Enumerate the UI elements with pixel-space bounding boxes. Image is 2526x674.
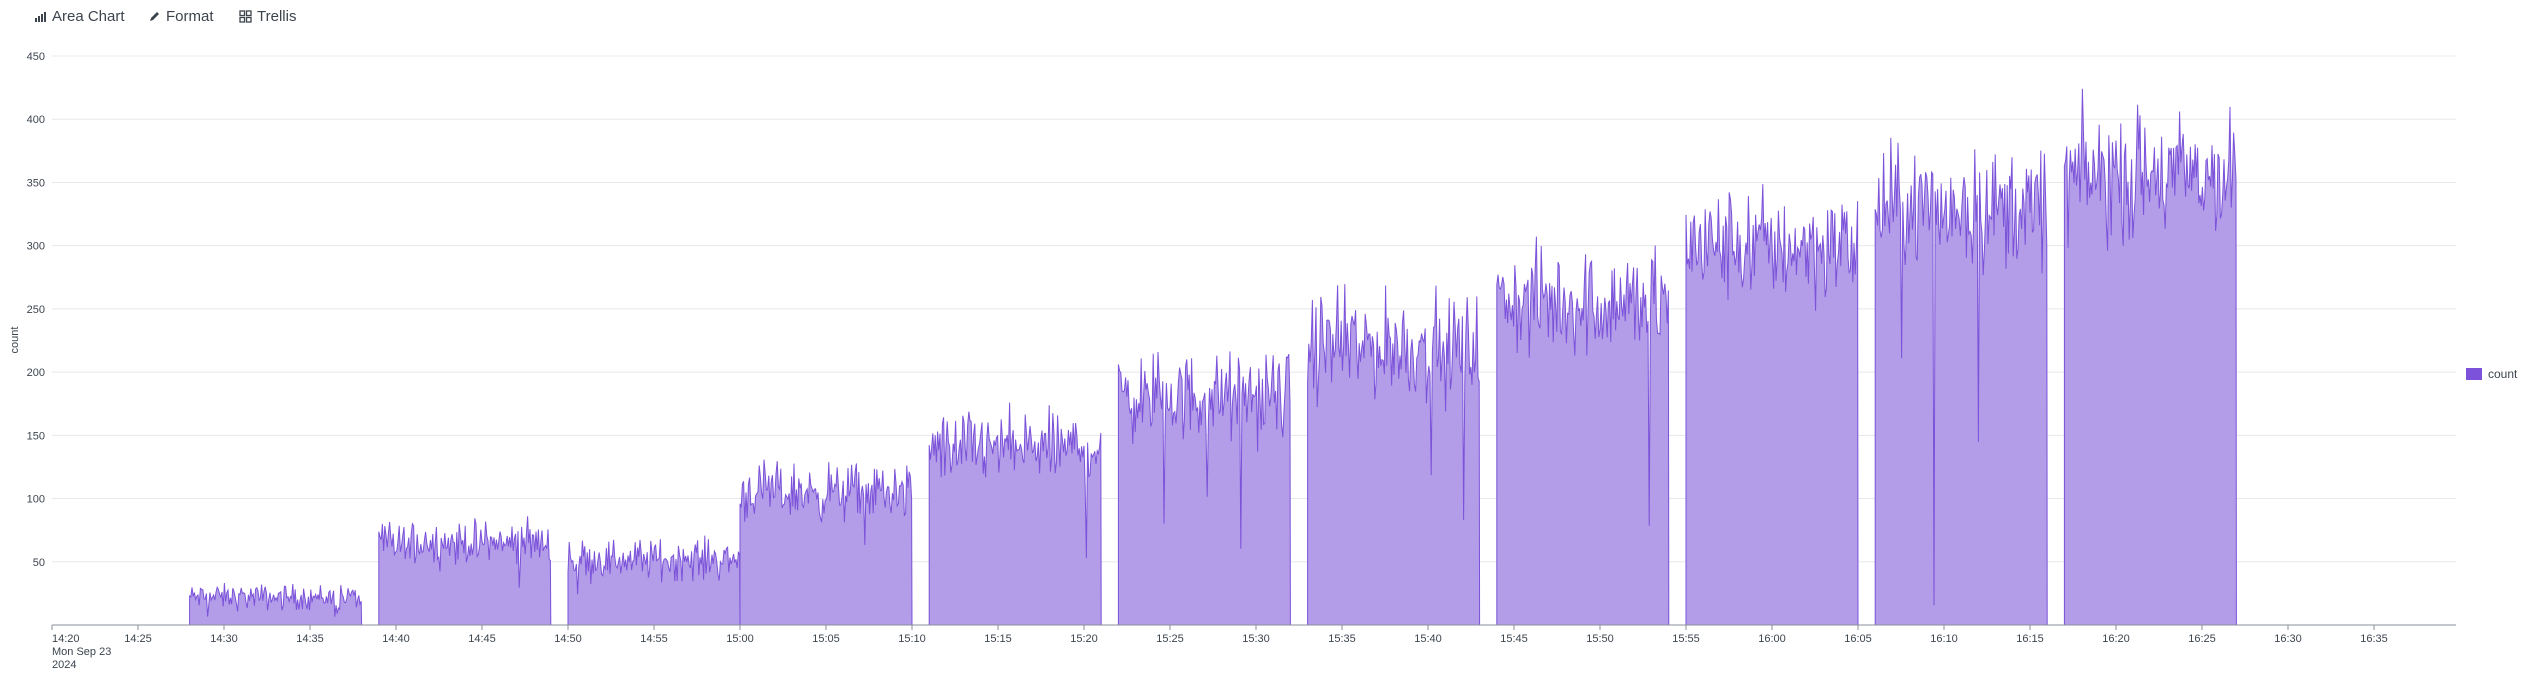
x-tick-label: 14:20 [52, 633, 80, 645]
area-segment-line [1117, 351, 1291, 626]
area-chart-label: Area Chart [52, 7, 125, 25]
x-tick-label: 15:35 [1328, 633, 1356, 645]
x-tick-label: 15:10 [898, 633, 926, 645]
y-tick-label: 250 [27, 304, 45, 316]
y-tick-label: 400 [27, 114, 45, 126]
area-segment [1875, 137, 2048, 625]
area-segment-line [189, 582, 363, 626]
x-tick-label: 15:30 [1242, 633, 1270, 645]
x-tick-label: 15:40 [1414, 633, 1442, 645]
x-tick-label: 15:00 [726, 633, 754, 645]
area-chart-icon [35, 11, 46, 22]
trellis-button[interactable]: Trellis [239, 6, 296, 26]
x-tick-label: 14:45 [468, 633, 496, 645]
area-segment [1307, 284, 1480, 625]
x-tick-label: 14:55 [640, 633, 668, 645]
x-tick-label: 14:40 [382, 633, 410, 645]
chart-toolbar: Area Chart Format Trellis [0, 0, 600, 30]
x-tick-label: 15:20 [1070, 633, 1098, 645]
x-tick-label: 16:05 [1844, 633, 1872, 645]
legend[interactable]: count [2466, 367, 2517, 381]
y-tick-label: 350 [27, 177, 45, 189]
x-date-label: 2024 [52, 659, 76, 671]
x-tick-label: 14:25 [124, 633, 152, 645]
x-tick-label: 14:35 [296, 633, 324, 645]
area-chart-button[interactable]: Area Chart [34, 6, 125, 26]
y-tick-label: 150 [27, 430, 45, 442]
area-segment [2064, 88, 2237, 626]
pencil-icon [150, 11, 159, 21]
area-segment-line [567, 535, 741, 626]
x-tick-label: 16:20 [2102, 633, 2130, 645]
x-tick-label: 16:30 [2274, 633, 2302, 645]
series-count-area [189, 88, 2237, 626]
area-segment [189, 583, 362, 625]
grid-icon [239, 9, 252, 23]
x-tick-label: 16:35 [2360, 633, 2388, 645]
y-tick-label: 100 [27, 494, 45, 506]
y-tick-label: 200 [27, 367, 45, 379]
area-segment-line [378, 516, 552, 626]
area-segment [1496, 236, 1669, 625]
area-segment-line [1874, 137, 2048, 626]
y-tick-label: 300 [27, 241, 45, 253]
x-tick-label: 16:25 [2188, 633, 2216, 645]
legend-label-count: count [2488, 367, 2518, 381]
area-segment-line [928, 402, 1102, 626]
x-tick-label: 14:30 [210, 633, 238, 645]
area-segment-line [2063, 88, 2237, 626]
x-tick-label: 14:50 [554, 633, 582, 645]
x-tick-label: 16:15 [2016, 633, 2044, 645]
x-tick-label: 15:50 [1586, 633, 1614, 645]
area-segment-line [1685, 184, 1859, 626]
x-tick-label: 15:55 [1672, 633, 1700, 645]
x-tick-label: 16:10 [1930, 633, 1958, 645]
x-tick-label: 15:15 [984, 633, 1012, 645]
area-segment-line [1496, 236, 1670, 626]
axes: 50 100 150 200 250 300 350 400 450 14:20 14:25 14:3… [27, 51, 2456, 671]
area-segment [568, 535, 740, 625]
area-segment-line [739, 459, 913, 626]
format-label: Format [166, 7, 214, 25]
y-tick-label: 450 [27, 51, 45, 63]
x-tick-label: 16:00 [1758, 633, 1786, 645]
trellis-label: Trellis [257, 7, 297, 25]
x-tick-label: 15:05 [812, 633, 840, 645]
y-tick-label: 50 [33, 557, 45, 569]
y-axis-title: count [9, 327, 21, 354]
x-tick-label: 15:25 [1156, 633, 1184, 645]
format-button[interactable]: Format [148, 6, 214, 26]
x-date-label: Mon Sep 23 [52, 646, 111, 658]
legend-swatch-count [2466, 368, 2482, 380]
x-tick-label: 15:45 [1500, 633, 1528, 645]
area-segment-line [1307, 284, 1481, 626]
